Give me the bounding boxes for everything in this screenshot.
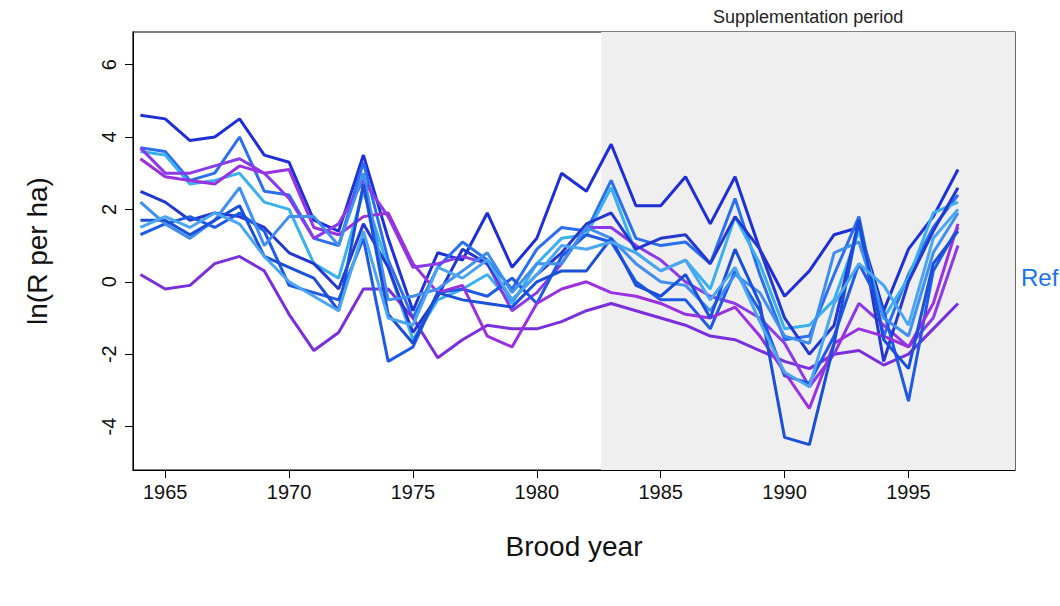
svg-text:1980: 1980 [515, 481, 560, 503]
svg-text:1970: 1970 [267, 481, 312, 503]
svg-text:Brood year: Brood year [506, 531, 643, 562]
svg-text:2: 2 [98, 204, 120, 215]
svg-text:ln(R per ha): ln(R per ha) [22, 177, 53, 325]
svg-text:6: 6 [98, 59, 120, 70]
svg-text:1990: 1990 [762, 481, 807, 503]
svg-text:Ref: Ref [1021, 264, 1059, 291]
svg-text:1965: 1965 [143, 481, 188, 503]
svg-text:0: 0 [98, 276, 120, 287]
svg-text:-2: -2 [98, 345, 120, 363]
svg-text:4: 4 [98, 131, 120, 142]
svg-text:1995: 1995 [886, 481, 931, 503]
svg-text:1985: 1985 [638, 481, 683, 503]
svg-text:-4: -4 [98, 418, 120, 436]
svg-text:Supplementation period: Supplementation period [713, 7, 903, 27]
svg-text:1975: 1975 [391, 481, 436, 503]
